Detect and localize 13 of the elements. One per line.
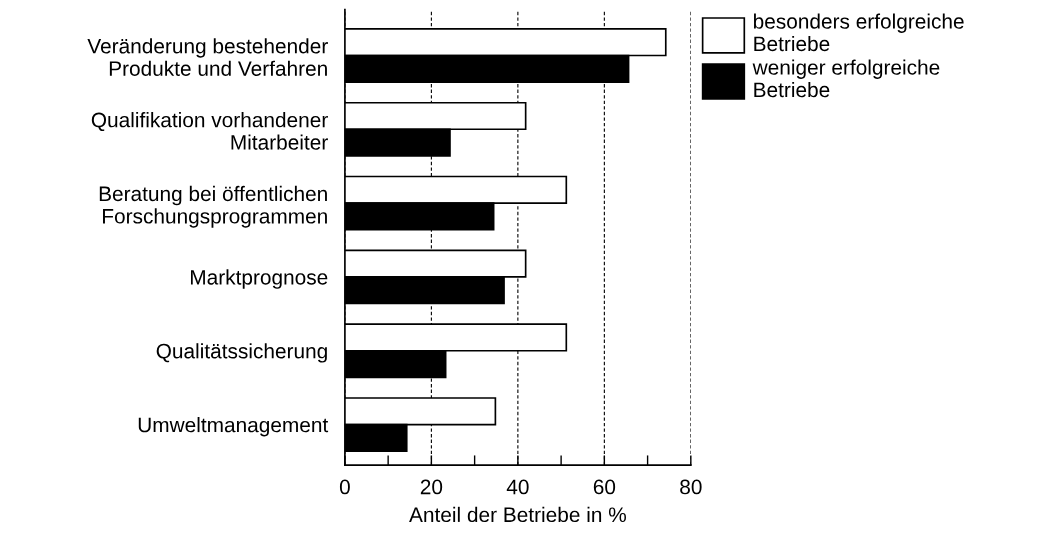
legend-label: weniger erfolgreiche Betriebe bbox=[752, 59, 940, 98]
x-tick-label: 0 bbox=[339, 479, 350, 495]
x-tick-label: 80 bbox=[680, 479, 702, 495]
y-tick-label: Veränderung bestehender Produkte und Verfahren bbox=[87, 38, 328, 76]
y-tick-label: Umweltmanagement bbox=[138, 417, 329, 437]
x-tick-label: 20 bbox=[420, 479, 443, 495]
y-tick-label: Marktprognose bbox=[191, 269, 328, 289]
y-tick-label: Beratung bei öffentlichen Forschungsprogrammen bbox=[99, 185, 327, 228]
x-tick-label: 40 bbox=[506, 479, 529, 495]
x-axis-title: Anteil der Betriebe in % bbox=[409, 506, 626, 523]
y-tick-label: Qualifikation vorhandener Mitarbeiter bbox=[91, 112, 328, 150]
x-tick-label: 60 bbox=[593, 479, 616, 495]
y-tick-label: Qualitätssicherung bbox=[156, 343, 327, 363]
